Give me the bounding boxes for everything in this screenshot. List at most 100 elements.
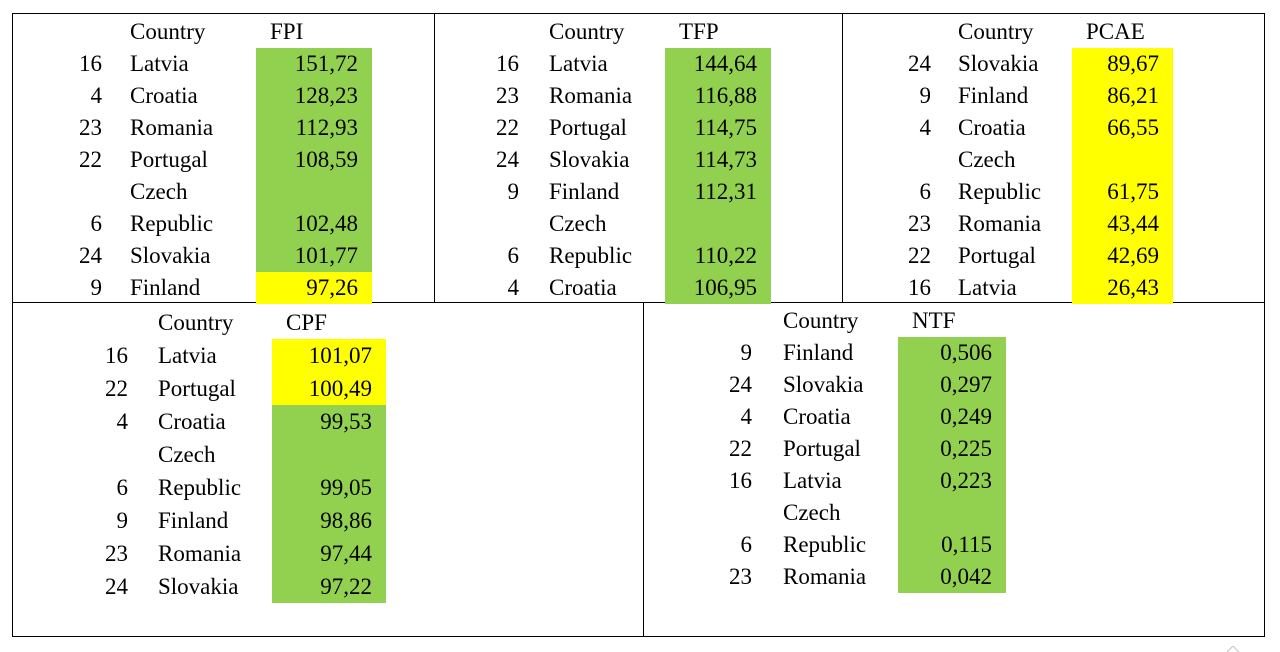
metric-value-cell: 0,042 — [898, 561, 1006, 593]
row-number: 9 — [116, 508, 129, 533]
row-number: 6 — [507, 243, 520, 268]
metric-value-cell: 98,86 — [272, 504, 386, 537]
row-number: 6 — [740, 532, 753, 557]
metric-value-cell: 43,44 — [1072, 208, 1173, 240]
row-number: 23 — [105, 541, 128, 566]
metric-value-cell: 114,75 — [665, 112, 771, 144]
metric-value-cell: 112,31 — [665, 176, 771, 208]
header-metric: CPF — [286, 310, 327, 335]
row-number: 22 — [79, 147, 102, 172]
country-name: Portugal — [958, 243, 1036, 268]
horizontal-divider — [13, 302, 1264, 303]
row-number: 4 — [919, 115, 932, 140]
country-name: Portugal — [158, 376, 236, 401]
country-name: Slovakia — [549, 147, 630, 172]
row-number: 22 — [105, 376, 128, 401]
metric-value-cell: 97,22 — [272, 570, 386, 603]
header-country: Country — [549, 19, 625, 44]
metric-value-cell: 89,67 — [1072, 48, 1173, 80]
row-number: 16 — [79, 51, 102, 76]
row-number: 4 — [90, 83, 103, 108]
metric-value-cell: 108,59 — [256, 144, 372, 176]
metric-value-cell: 99,05 — [272, 438, 386, 504]
country-name: Czech — [783, 500, 841, 525]
metric-value-cell: 97,44 — [272, 537, 386, 570]
country-name: Latvia — [549, 51, 608, 76]
metric-value-cell: 99,53 — [272, 405, 386, 438]
country-name: Slovakia — [130, 243, 211, 268]
row-number: 9 — [919, 83, 932, 108]
row-number: 24 — [105, 574, 128, 599]
country-name: Romania — [783, 564, 867, 589]
country-name: Latvia — [958, 275, 1017, 300]
country-name: Latvia — [783, 468, 842, 493]
row-number: 16 — [729, 468, 752, 493]
country-name: Romania — [158, 541, 242, 566]
row-number: 16 — [908, 275, 931, 300]
country-name: Latvia — [130, 51, 189, 76]
country-name: Portugal — [783, 436, 861, 461]
metric-value-cell: 116,88 — [665, 80, 771, 112]
country-name: Finland — [158, 508, 229, 533]
row-number: 9 — [507, 179, 520, 204]
header-metric: FPI — [270, 19, 304, 44]
metric-value-cell: 61,75 — [1072, 144, 1173, 208]
row-number: 6 — [919, 179, 932, 204]
country-name: Finland — [549, 179, 620, 204]
metric-value-cell: 0,249 — [898, 401, 1006, 433]
metric-value-cell: 0,225 — [898, 433, 1006, 465]
row-number: 24 — [908, 51, 931, 76]
vertical-divider-3 — [643, 302, 644, 636]
country-name: Czech — [158, 442, 216, 467]
row-number: 4 — [116, 409, 129, 434]
country-name: Czech — [549, 211, 607, 236]
row-number: 6 — [90, 211, 103, 236]
country-name: Republic — [549, 243, 633, 268]
country-name: Republic — [783, 532, 867, 557]
row-number: 24 — [729, 372, 752, 397]
metric-value-cell: 26,43 — [1072, 272, 1173, 304]
country-name: Republic — [130, 211, 214, 236]
row-number: 23 — [79, 115, 102, 140]
metric-value-cell: 101,07 — [272, 339, 386, 372]
vertical-divider-2 — [842, 14, 843, 302]
country-name: Romania — [958, 211, 1042, 236]
row-number: 4 — [507, 275, 520, 300]
country-name: Slovakia — [158, 574, 239, 599]
header-country: Country — [158, 310, 234, 335]
row-number: 6 — [116, 475, 129, 500]
country-name: Czech — [130, 179, 188, 204]
table-frame — [12, 13, 1265, 637]
vertical-divider-1 — [434, 14, 435, 302]
metric-value-cell: 128,23 — [256, 80, 372, 112]
country-name: Finland — [130, 275, 201, 300]
metric-value-cell: 42,69 — [1072, 240, 1173, 272]
country-name: Slovakia — [958, 51, 1039, 76]
header-metric: NTF — [912, 308, 956, 333]
metric-value-cell: 0,223 — [898, 465, 1006, 497]
row-number: 24 — [79, 243, 102, 268]
metric-value-cell: 0,506 — [898, 337, 1006, 369]
metric-value-cell: 97,26 — [256, 272, 372, 304]
metric-value-cell: 101,77 — [256, 240, 372, 272]
country-name: Slovakia — [783, 372, 864, 397]
metric-value-cell: 144,64 — [665, 48, 771, 80]
metric-value-cell: 102,48 — [256, 176, 372, 240]
header-country: Country — [783, 308, 859, 333]
triangle-icon — [1226, 646, 1240, 652]
country-name: Portugal — [130, 147, 208, 172]
metric-value-cell: 100,49 — [272, 372, 386, 405]
row-number: 23 — [908, 211, 931, 236]
country-name: Czech — [958, 147, 1016, 172]
country-name: Republic — [958, 179, 1042, 204]
row-number: 16 — [496, 51, 519, 76]
row-number: 22 — [908, 243, 931, 268]
metric-value-cell: 110,22 — [665, 208, 771, 272]
row-number: 23 — [729, 564, 752, 589]
row-number: 22 — [729, 436, 752, 461]
country-name: Croatia — [783, 404, 851, 429]
header-country: Country — [958, 19, 1034, 44]
country-name: Croatia — [958, 115, 1026, 140]
country-name: Romania — [130, 115, 214, 140]
row-number: 4 — [740, 404, 753, 429]
